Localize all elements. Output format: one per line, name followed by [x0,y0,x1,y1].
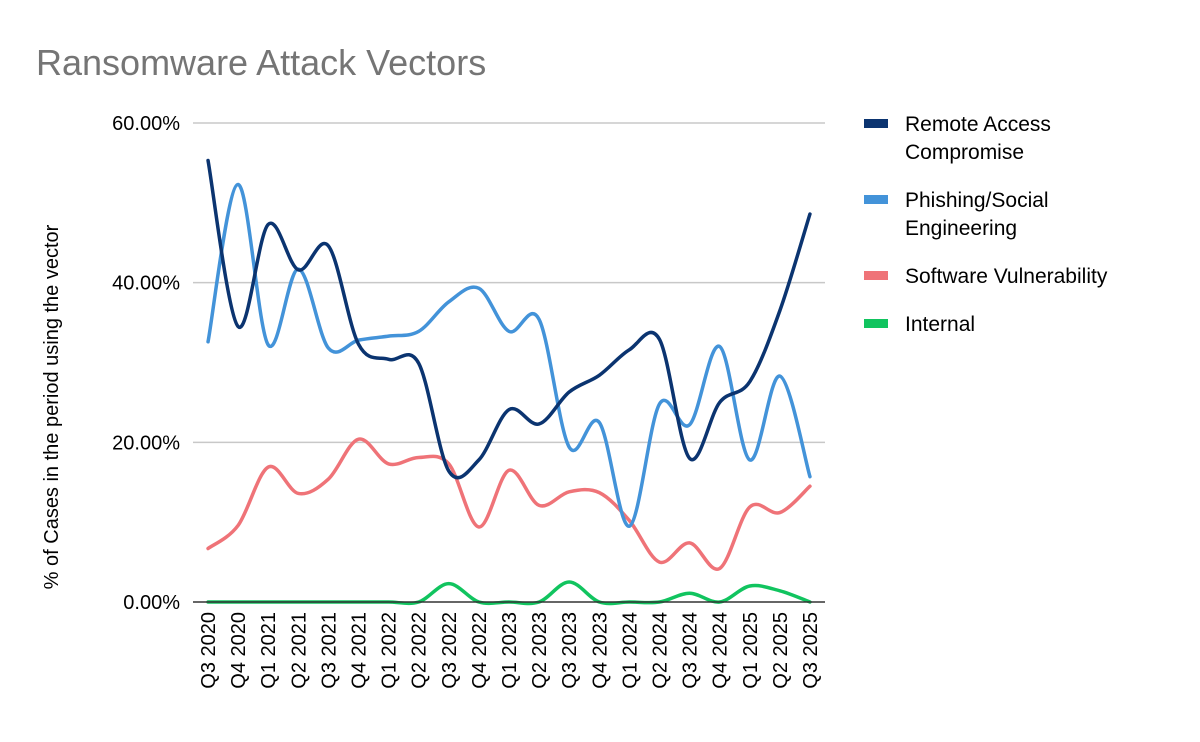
x-tick-label: Q4 2020 [228,612,250,689]
series-internal [206,580,812,606]
x-tick-label: Q4 2023 [589,612,611,689]
legend-label: Phishing/Social [905,189,1049,212]
legend-label: Engineering [905,217,1017,240]
x-tick-label: Q2 2024 [649,612,671,689]
series-remote-access-compromise [206,158,812,480]
x-tick-label: Q2 2022 [409,612,431,689]
x-tick-label: Q1 2025 [740,612,762,689]
x-tick-label: Q4 2022 [469,612,491,689]
x-tick-label: Q1 2021 [258,612,280,689]
x-tick-label: Q2 2023 [529,612,551,689]
x-tick-label: Q4 2024 [710,612,732,689]
legend-label: Compromise [905,141,1024,164]
y-axis-label: % of Cases in the period using the vecto… [41,224,63,589]
x-tick-label: Q4 2021 [349,612,371,689]
legend-swatch [864,271,888,280]
gridlines [193,122,825,444]
x-tick-label: Q3 2023 [559,612,581,689]
legend-item-software-vulnerability: Software Vulnerability [864,265,1108,288]
series-line-software-vulnerability [206,437,812,571]
x-tick-label: Q3 2021 [318,612,340,689]
x-tick-label: Q3 2025 [800,612,822,689]
y-tick-label: 0.00% [123,592,180,614]
y-tick-label: 60.00% [112,113,180,135]
y-tick-label: 40.00% [112,273,180,295]
x-tick-label: Q3 2024 [680,612,702,689]
legend: Remote Access Compromise Phishing/Social En… [864,113,1108,336]
y-tick-label: 20.00% [112,432,180,454]
legend-item-phishing-social-engineering: Phishing/Social Engineering [864,189,1049,240]
x-tick-label: Q3 2020 [198,612,220,689]
y-axis-ticks: 0.00% 20.00% 40.00% 60.00% [112,113,180,614]
x-tick-label: Q1 2022 [379,612,401,689]
chart-title: Ransomware Attack Vectors [36,42,486,83]
x-tick-label: Q1 2024 [619,612,641,689]
series-lines [206,158,812,606]
x-tick-label: Q3 2022 [439,612,461,689]
series-line-phishing-social-engineering [206,182,812,528]
series-line-internal [206,580,812,606]
legend-swatch [864,195,888,204]
series-line-remote-access-compromise [206,158,812,480]
legend-item-remote-access-compromise: Remote Access Compromise [864,113,1051,164]
legend-label: Remote Access [905,113,1051,136]
legend-swatch [864,119,888,128]
legend-label: Software Vulnerability [905,265,1108,288]
x-tick-label: Q1 2023 [499,612,521,689]
legend-item-internal: Internal [864,313,975,336]
x-tick-label: Q2 2021 [288,612,310,689]
series-software-vulnerability [206,437,812,571]
series-phishing-social-engineering [206,182,812,528]
legend-swatch [864,319,888,328]
legend-label: Internal [905,313,975,336]
x-axis-ticks: Q3 2020 Q4 2020 Q1 2021 Q2 2021 Q3 2021 Q4 20… [198,612,822,689]
x-tick-label: Q2 2025 [770,612,792,689]
